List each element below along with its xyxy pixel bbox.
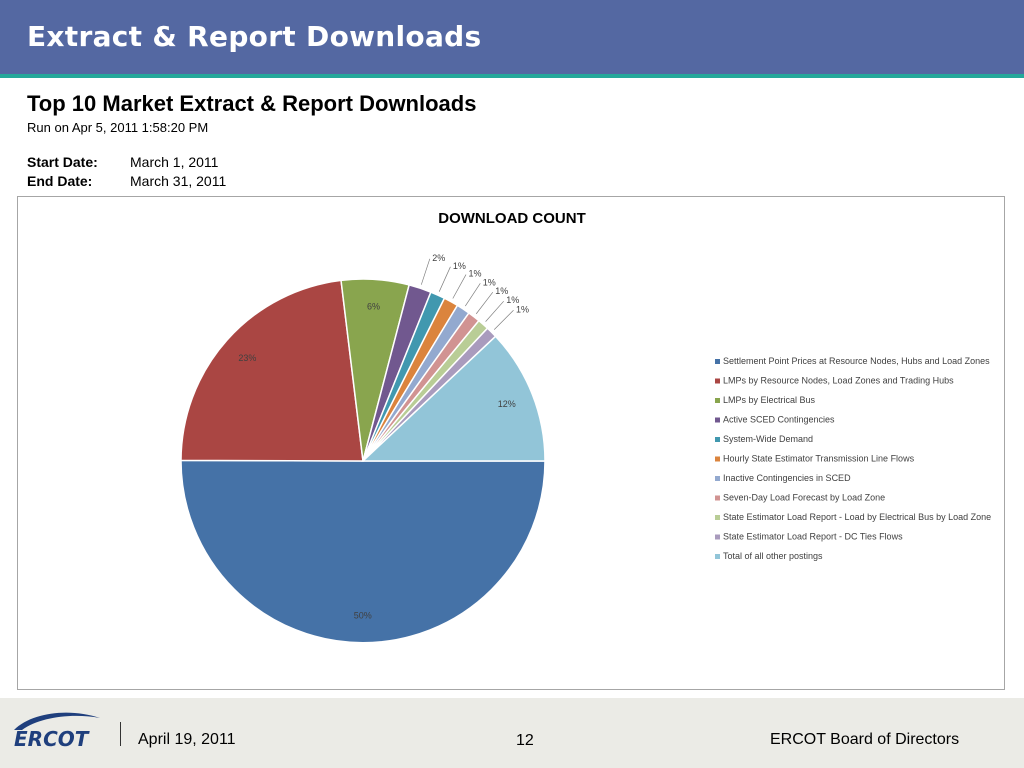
leader-line xyxy=(452,274,467,299)
leader-line xyxy=(485,300,504,322)
legend-swatch xyxy=(715,495,720,501)
chart-title: DOWNLOAD COUNT xyxy=(438,210,585,227)
legend-label: LMPs by Resource Nodes, Load Zones and T… xyxy=(723,376,954,386)
legend-swatch xyxy=(715,378,720,384)
legend-label: Active SCED Contingencies xyxy=(723,415,835,425)
legend-label: Settlement Point Prices at Resource Node… xyxy=(723,356,990,366)
legend-swatch xyxy=(715,554,720,559)
legend-label: State Estimator Load Report - Load by El… xyxy=(723,512,991,522)
legend-label: System-Wide Demand xyxy=(723,434,813,444)
leader-line xyxy=(465,283,481,307)
chart-legend: Settlement Point Prices at Resource Node… xyxy=(715,356,991,561)
legend-swatch xyxy=(715,534,720,540)
legend-label: Total of all other postings xyxy=(723,551,823,561)
slice-data-label: 2% xyxy=(432,253,445,263)
pie-chart: DOWNLOAD COUNT 50%23%6%2%1%1%1%1%1%1%12%… xyxy=(180,210,991,644)
slice-data-label: 1% xyxy=(483,277,496,287)
logo-swoosh-icon xyxy=(14,712,100,730)
legend-swatch xyxy=(715,437,720,442)
pie-slice xyxy=(180,279,364,462)
slice-data-label: 23% xyxy=(238,353,256,363)
start-date-label: Start Date: xyxy=(27,154,98,170)
legend-swatch xyxy=(715,476,720,481)
run-timestamp: Run on Apr 5, 2011 1:58:20 PM xyxy=(27,120,209,135)
footer-organization: ERCOT Board of Directors xyxy=(770,731,960,748)
footer-date: April 19, 2011 xyxy=(138,731,236,748)
slice-data-label: 1% xyxy=(453,261,466,271)
slice-data-label: 1% xyxy=(506,295,519,305)
start-date-value: March 1, 2011 xyxy=(130,154,219,170)
slide-title: Extract & Report Downloads xyxy=(27,20,482,53)
legend-label: Seven-Day Load Forecast by Load Zone xyxy=(723,493,885,503)
slice-data-label: 50% xyxy=(354,611,372,621)
slice-data-label: 1% xyxy=(516,304,529,314)
end-date-value: March 31, 2011 xyxy=(130,173,227,189)
legend-swatch xyxy=(715,359,720,364)
pie-slices xyxy=(180,278,546,644)
leader-line xyxy=(493,310,514,330)
legend-label: Hourly State Estimator Transmission Line… xyxy=(723,454,915,464)
slice-data-label: 1% xyxy=(468,269,481,279)
leader-line xyxy=(420,258,431,285)
page-number: 12 xyxy=(516,732,534,749)
legend-swatch xyxy=(715,515,720,520)
pie-slice xyxy=(361,335,546,462)
legend-swatch xyxy=(715,417,720,423)
leader-lines xyxy=(420,258,514,330)
logo-wordmark: ERCOT xyxy=(14,727,90,751)
footer-divider xyxy=(120,722,121,746)
legend-label: LMPs by Electrical Bus xyxy=(723,395,816,405)
chart-frame: DOWNLOAD COUNT 50% 23% 6% 2% 1% 1% 1% 1% 1% 1% 12%… xyxy=(17,196,1005,690)
legend-label: Inactive Contingencies in SCED xyxy=(723,473,851,483)
pie-slice xyxy=(180,459,546,644)
leader-line xyxy=(438,266,451,292)
legend-label: State Estimator Load Report - DC Ties Fl… xyxy=(723,532,903,542)
leader-line xyxy=(475,291,494,315)
slice-labels: 50%23%6%2%1%1%1%1%1%1%12% xyxy=(238,253,529,621)
ercot-logo: ERCOT xyxy=(14,712,100,751)
slice-data-label: 6% xyxy=(367,302,380,312)
end-date-label: End Date: xyxy=(27,173,93,189)
header-bar xyxy=(0,0,1024,74)
legend-swatch xyxy=(715,456,720,462)
footer-band xyxy=(0,698,1024,768)
legend-swatch xyxy=(715,398,720,403)
slice-data-label: 1% xyxy=(495,286,508,296)
header-rule xyxy=(0,74,1024,78)
report-title: Top 10 Market Extract & Report Downloads xyxy=(27,91,477,116)
slice-data-label: 12% xyxy=(498,399,516,409)
